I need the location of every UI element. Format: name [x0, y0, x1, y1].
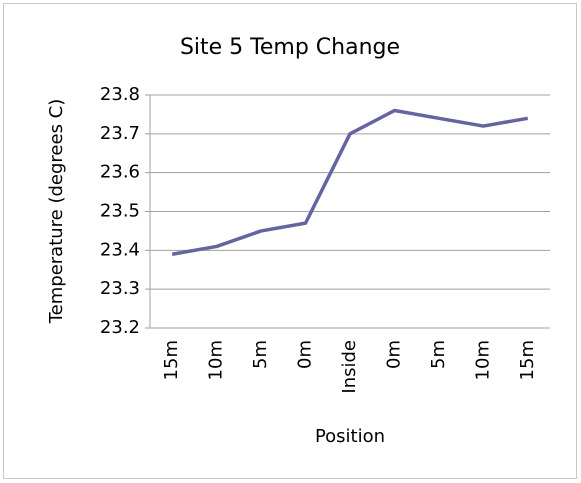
x-axis-label: Position [315, 426, 385, 447]
x-tick-label: Inside [339, 340, 360, 394]
y-tick-label: 23.8 [100, 84, 140, 105]
x-tick-label: 0m [295, 340, 316, 369]
chart-border [3, 3, 577, 479]
x-tick-label: 5m [428, 340, 449, 369]
y-tick-label: 23.7 [100, 123, 140, 144]
y-tick-label: 23.2 [100, 317, 140, 338]
y-tick-label: 23.4 [100, 239, 140, 260]
y-axis-label: Temperature (degrees C) [46, 99, 67, 325]
x-tick-label: 0m [383, 340, 404, 369]
x-tick-label: 15m [517, 340, 538, 380]
x-tick-label: 15m [161, 340, 182, 380]
y-tick-label: 23.3 [100, 278, 140, 299]
x-tick-label: 10m [472, 340, 493, 380]
x-tick-label: 5m [250, 340, 271, 369]
data-line [171, 108, 529, 256]
chart-title: Site 5 Temp Change [180, 35, 400, 60]
y-tick-label: 23.6 [100, 162, 140, 183]
y-tick-label: 23.5 [100, 201, 140, 222]
x-tick-label: 10m [206, 340, 227, 380]
